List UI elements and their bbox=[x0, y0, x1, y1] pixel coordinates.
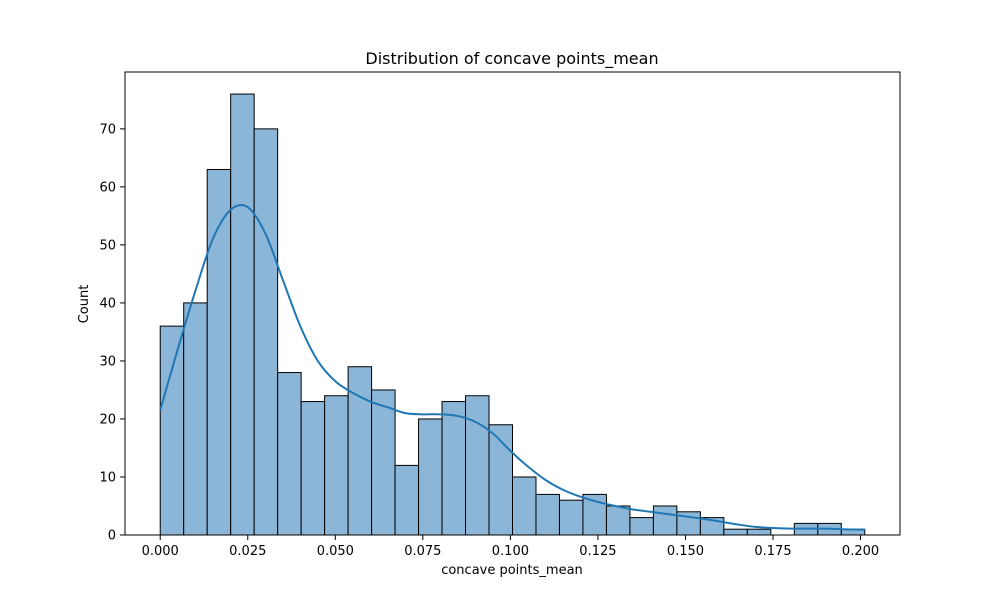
histogram-bar bbox=[558, 499, 584, 536]
histogram-bar bbox=[183, 302, 208, 536]
y-tick-label: 60 bbox=[99, 180, 116, 195]
y-axis-label: Count bbox=[77, 285, 92, 324]
histogram-bar bbox=[253, 128, 279, 536]
histogram-bar bbox=[230, 93, 255, 536]
plot-frame bbox=[124, 71, 901, 536]
histogram-bar bbox=[324, 395, 349, 536]
x-tick-label: 0.000 bbox=[142, 544, 179, 559]
y-tick-label: 30 bbox=[99, 354, 116, 369]
histogram-bar bbox=[512, 476, 537, 536]
x-axis-label: concave points_mean bbox=[441, 563, 583, 578]
x-tick-label: 0.075 bbox=[404, 544, 441, 559]
histogram-bar bbox=[159, 325, 185, 536]
histogram-bar bbox=[441, 401, 467, 536]
x-tick-label: 0.200 bbox=[842, 544, 879, 559]
y-tick-label: 40 bbox=[99, 296, 116, 311]
histogram-bar bbox=[300, 401, 326, 536]
histogram-bar bbox=[723, 528, 748, 536]
y-axis-ticks: 0 10 20 30 40 50 60 70 bbox=[99, 122, 125, 544]
kde-curve bbox=[159, 204, 865, 531]
histogram-bar bbox=[465, 395, 490, 536]
x-tick-label: 0.050 bbox=[317, 544, 354, 559]
bars-group bbox=[159, 93, 866, 536]
y-tick-label: 20 bbox=[99, 412, 116, 427]
histogram-bar bbox=[652, 505, 678, 536]
chart-title: Distribution of concave points_mean bbox=[365, 49, 658, 69]
histogram-bar bbox=[394, 464, 420, 536]
y-tick-label: 70 bbox=[99, 122, 116, 137]
x-tick-label: 0.125 bbox=[579, 544, 616, 559]
histogram-bar bbox=[277, 372, 302, 536]
histogram-bar bbox=[371, 389, 396, 536]
x-axis-ticks: 0.000 0.025 0.050 0.075 0.100 0.125 0.150 0.175… bbox=[142, 535, 879, 559]
histogram-bar bbox=[605, 505, 631, 536]
histogram-bar bbox=[535, 493, 560, 536]
x-tick-label: 0.150 bbox=[667, 544, 704, 559]
y-tick-label: 50 bbox=[99, 238, 116, 253]
x-tick-label: 0.100 bbox=[492, 544, 529, 559]
histogram-bar bbox=[746, 528, 772, 536]
x-tick-label: 0.175 bbox=[754, 544, 791, 559]
histogram-bar bbox=[629, 517, 654, 536]
x-tick-label: 0.025 bbox=[229, 544, 266, 559]
y-tick-label: 0 bbox=[108, 529, 116, 544]
histogram-bar bbox=[418, 418, 443, 536]
y-tick-label: 10 bbox=[99, 470, 116, 485]
